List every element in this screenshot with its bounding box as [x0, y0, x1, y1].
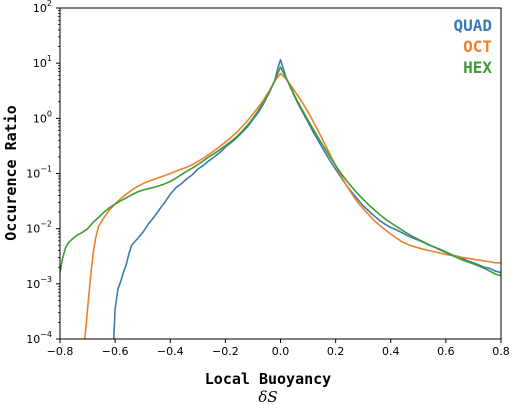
- y-tick-label: 101: [33, 54, 52, 70]
- series-layer: [60, 59, 501, 339]
- x-tick-label: −0.6: [102, 345, 129, 358]
- series-line-hex: [60, 66, 501, 277]
- y-tick-label: 10−1: [26, 165, 52, 181]
- legend-item-oct: OCT: [463, 37, 492, 56]
- x-tick-label: −0.4: [157, 345, 184, 358]
- x-tick-label: 0.4: [382, 345, 400, 358]
- y-tick-label: 10−2: [26, 220, 52, 236]
- legend-item-hex: HEX: [463, 58, 492, 77]
- x-axis-symbol: δS: [258, 388, 277, 405]
- legend: QUAD OCT HEX: [453, 16, 492, 77]
- x-tick-label: 0.2: [327, 345, 345, 358]
- y-axis: 10−4 10−3 10−2 10−1 100 101 102: [26, 0, 60, 346]
- y-axis-label: Occurence Ratio: [2, 105, 20, 240]
- y-tick-label: 102: [33, 0, 52, 15]
- x-tick-label: 0.8: [492, 345, 510, 358]
- x-axis: −0.8 −0.6 −0.4 −0.2 0.0 0.2 0.4 0.6 0.8: [47, 339, 510, 358]
- x-axis-label: Local Buoyancy: [205, 370, 331, 388]
- x-tick-label: 0.0: [272, 345, 290, 358]
- x-tick-label: 0.6: [437, 345, 455, 358]
- y-tick-label: 100: [33, 109, 52, 125]
- y-tick-label: 10−4: [26, 330, 52, 346]
- legend-item-quad: QUAD: [453, 16, 492, 35]
- x-tick-label: −0.2: [212, 345, 239, 358]
- y-tick-label: 10−3: [26, 275, 52, 291]
- x-tick-label: −0.8: [47, 345, 74, 358]
